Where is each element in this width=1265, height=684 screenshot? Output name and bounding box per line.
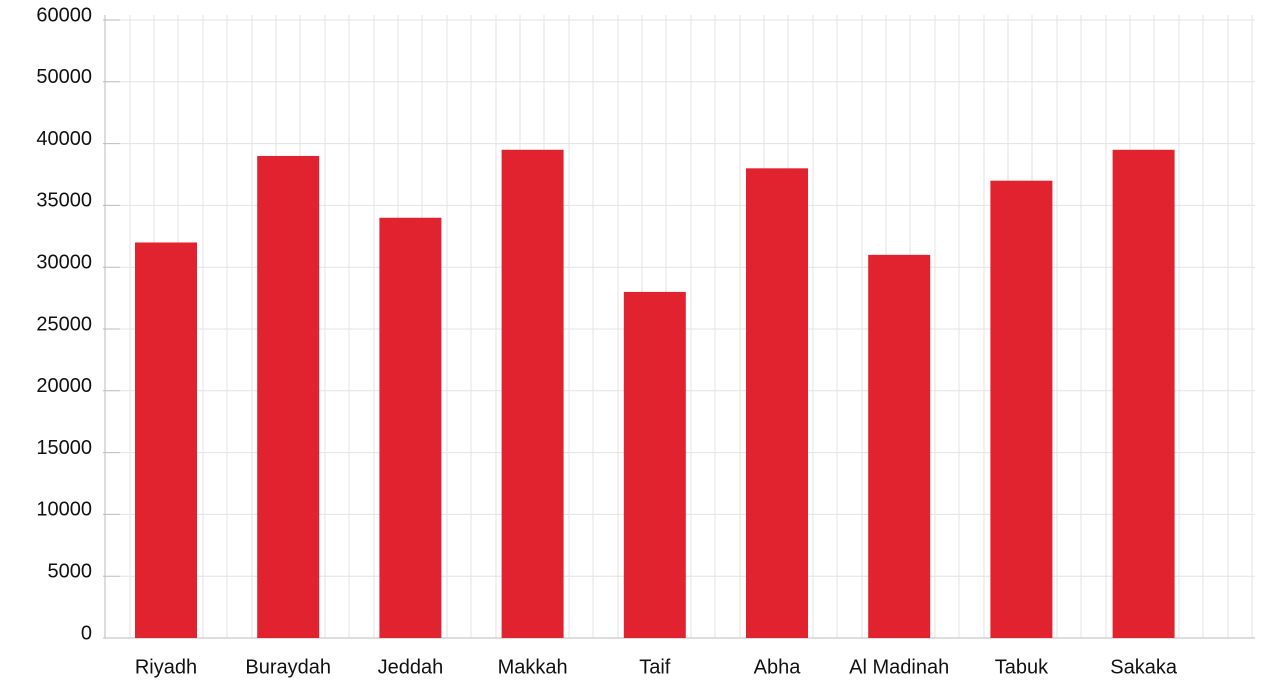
bar bbox=[257, 155, 320, 638]
bar bbox=[135, 242, 197, 639]
bar bbox=[990, 180, 1053, 638]
y-tick-label: 20000 bbox=[36, 375, 92, 397]
y-tick-label: 10000 bbox=[36, 499, 92, 521]
y-tick-label: 60000 bbox=[36, 4, 92, 26]
x-tick-label: Abha bbox=[754, 656, 802, 678]
y-tick-label: 35000 bbox=[36, 190, 92, 212]
y-tick-label: 15000 bbox=[36, 437, 92, 459]
bar bbox=[623, 291, 686, 638]
bar bbox=[501, 149, 564, 638]
x-tick-label: Al Madinah bbox=[849, 656, 949, 678]
y-tick-label: 30000 bbox=[36, 251, 92, 273]
y-tick-label: 50000 bbox=[36, 66, 92, 88]
x-tick-label: Makkah bbox=[498, 656, 568, 678]
y-tick-label: 25000 bbox=[36, 313, 92, 335]
x-tick-label: Sakaka bbox=[1110, 656, 1178, 678]
bar bbox=[379, 217, 442, 638]
y-tick-label: 0 bbox=[81, 622, 92, 644]
x-tick-label: Jeddah bbox=[378, 656, 444, 678]
bar bbox=[868, 254, 931, 638]
x-tick-label: Taif bbox=[639, 656, 671, 678]
x-tick-label: Tabuk bbox=[995, 656, 1049, 678]
x-tick-label: Buraydah bbox=[245, 656, 331, 678]
y-tick-label: 5000 bbox=[48, 560, 93, 582]
bar bbox=[1112, 149, 1175, 638]
x-tick-label: Riyadh bbox=[135, 656, 197, 678]
y-tick-label: 40000 bbox=[36, 128, 92, 150]
bar bbox=[746, 168, 808, 638]
